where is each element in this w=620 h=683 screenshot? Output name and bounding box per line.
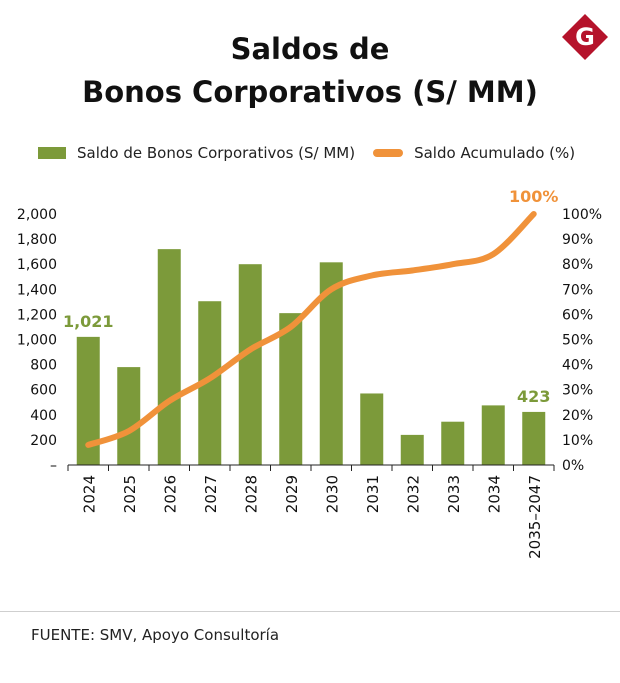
bar-2033 bbox=[441, 421, 465, 465]
line-point-2033 bbox=[450, 261, 456, 267]
y-left-tick-label: 1,400 bbox=[17, 282, 57, 298]
cumulative-line bbox=[85, 211, 537, 448]
bar-2029 bbox=[279, 313, 303, 465]
bar-2031 bbox=[360, 393, 384, 465]
legend-bar-label: Saldo de Bonos Corporativos (S/ MM) bbox=[77, 144, 356, 162]
line-point-2024 bbox=[85, 442, 91, 448]
bar-2024 bbox=[76, 336, 100, 465]
chart-area: 2024 2025 2026 2027 2028 2029 2030 2031 2032 2033… bbox=[17, 187, 602, 559]
legend-line-label: Saldo Acumulado (%) bbox=[414, 144, 576, 162]
line-point-2031 bbox=[369, 272, 375, 278]
y-left-tick-label: – bbox=[50, 458, 57, 474]
x-tick-label-2028: 2028 bbox=[242, 475, 260, 513]
source-note: FUENTE: SMV, Apoyo Consultoría bbox=[31, 626, 280, 644]
axis-layer: 2024 2025 2026 2027 2028 2029 2030 2031 2032 2033… bbox=[17, 207, 602, 559]
line-point-2029 bbox=[288, 324, 294, 330]
bar-2028 bbox=[238, 264, 262, 465]
x-tick-label-2024: 2024 bbox=[80, 475, 98, 513]
line-point-2026 bbox=[166, 398, 172, 404]
y-right-tick-label: 20% bbox=[562, 408, 593, 424]
x-tick-label-2033: 2033 bbox=[445, 475, 463, 513]
y-left-tick-label: 2,000 bbox=[17, 207, 57, 223]
chart-legend: Saldo de Bonos Corporativos (S/ MM) Sald… bbox=[38, 140, 575, 166]
bar-2025 bbox=[117, 367, 141, 465]
x-tick-label-2030: 2030 bbox=[323, 475, 341, 513]
data-label-bar-2024: 1,021 bbox=[63, 312, 114, 331]
y-left-tick-label: 800 bbox=[30, 358, 57, 374]
chart-title: Saldos de Bonos Corporativos (S/ MM) bbox=[0, 28, 620, 114]
legend-line-swatch bbox=[373, 149, 404, 157]
footer-divider bbox=[0, 611, 620, 612]
y-right-tick-label: 40% bbox=[562, 358, 593, 374]
line-point-2035–2047 bbox=[531, 211, 537, 217]
y-right-tick-label: 100% bbox=[562, 207, 602, 223]
bar-2030 bbox=[319, 262, 343, 465]
y-left-tick-label: 1,000 bbox=[17, 333, 57, 349]
bar-2032 bbox=[400, 434, 424, 465]
data-label-bar-2035–2047: 423 bbox=[517, 387, 550, 406]
gestion-logo-icon: G bbox=[562, 14, 608, 60]
logo-letter: G bbox=[575, 23, 595, 51]
line-point-2030 bbox=[328, 286, 334, 292]
y-right-tick-label: 60% bbox=[562, 307, 593, 323]
data-label-line-2035–2047: 100% bbox=[509, 187, 558, 206]
y-left-tick-label: 400 bbox=[30, 408, 57, 424]
y-left-tick-label: 1,600 bbox=[17, 257, 57, 273]
legend-bar-swatch bbox=[38, 147, 66, 159]
line-point-2025 bbox=[126, 428, 132, 434]
x-tick-label-2027: 2027 bbox=[202, 475, 220, 513]
y-left-tick-label: 600 bbox=[30, 383, 57, 399]
bars-layer bbox=[76, 249, 546, 465]
chart-title-line-2: Bonos Corporativos (S/ MM) bbox=[82, 75, 538, 109]
y-right-tick-label: 0% bbox=[562, 458, 584, 474]
bar-2026 bbox=[157, 249, 181, 465]
x-tick-label-2032: 2032 bbox=[404, 475, 422, 513]
y-left-tick-label: 1,800 bbox=[17, 232, 57, 248]
y-right-tick-label: 50% bbox=[562, 333, 593, 349]
labels-layer: 1,021 423 100% bbox=[63, 187, 559, 406]
logo-diamond bbox=[562, 14, 608, 60]
bar-2034 bbox=[481, 405, 505, 465]
line-point-2032 bbox=[409, 267, 415, 273]
line-point-2034 bbox=[490, 251, 496, 257]
y-right-tick-label: 10% bbox=[562, 433, 593, 449]
bar-2035–2047 bbox=[522, 411, 546, 465]
line-point-2028 bbox=[247, 347, 253, 353]
line-layer bbox=[85, 211, 537, 448]
x-tick-label-2034: 2034 bbox=[485, 475, 503, 513]
x-tick-label-2031: 2031 bbox=[364, 475, 382, 513]
y-right-tick-label: 80% bbox=[562, 257, 593, 273]
y-left-tick-label: 1,200 bbox=[17, 307, 57, 323]
y-left-tick-label: 200 bbox=[30, 433, 57, 449]
line-point-2027 bbox=[207, 375, 213, 381]
x-tick-label-2029: 2029 bbox=[283, 475, 301, 513]
y-right-tick-label: 70% bbox=[562, 282, 593, 298]
y-right-tick-label: 90% bbox=[562, 232, 593, 248]
chart-title-line-1: Saldos de bbox=[230, 32, 390, 66]
x-tick-label-2025: 2025 bbox=[121, 475, 139, 513]
y-right-tick-label: 30% bbox=[562, 383, 593, 399]
x-tick-label-2035–2047: 2035–2047 bbox=[526, 475, 544, 559]
bar-2027 bbox=[198, 301, 222, 465]
x-tick-label-2026: 2026 bbox=[161, 475, 179, 513]
